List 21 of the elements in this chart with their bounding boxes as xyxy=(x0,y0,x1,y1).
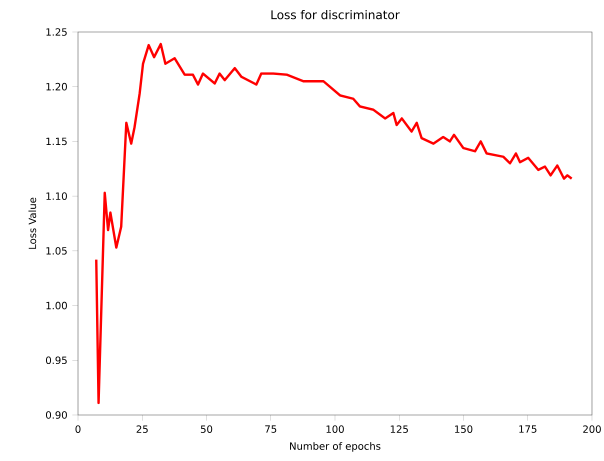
y-tick-label: 1.15 xyxy=(46,138,67,146)
y-tick-label: 0.95 xyxy=(46,356,67,364)
chart-title: Loss for discriminator xyxy=(271,10,400,20)
y-tick-label: 0.90 xyxy=(46,411,67,419)
x-tick-label: 50 xyxy=(200,425,212,433)
x-tick-label: 0 xyxy=(75,425,81,433)
x-tick-label: 25 xyxy=(136,425,148,433)
x-tick-label: 175 xyxy=(519,425,536,433)
y-tick-label: 1.05 xyxy=(46,247,67,255)
y-tick-label: 1.10 xyxy=(46,192,67,200)
x-tick-label: 150 xyxy=(455,425,472,433)
x-tick-label: 125 xyxy=(390,425,408,433)
y-axis-title: Loss Value xyxy=(28,198,36,249)
y-tick-label: 1.25 xyxy=(46,28,67,36)
y-tick-label: 1.20 xyxy=(46,82,67,90)
x-tick-label: 200 xyxy=(583,425,601,433)
x-axis-title: Number of epochs xyxy=(290,442,380,452)
x-tick-label: 100 xyxy=(326,425,344,433)
line-series xyxy=(95,42,573,404)
y-tick-label: 1.00 xyxy=(46,302,67,310)
x-tick-label: 75 xyxy=(265,425,276,433)
